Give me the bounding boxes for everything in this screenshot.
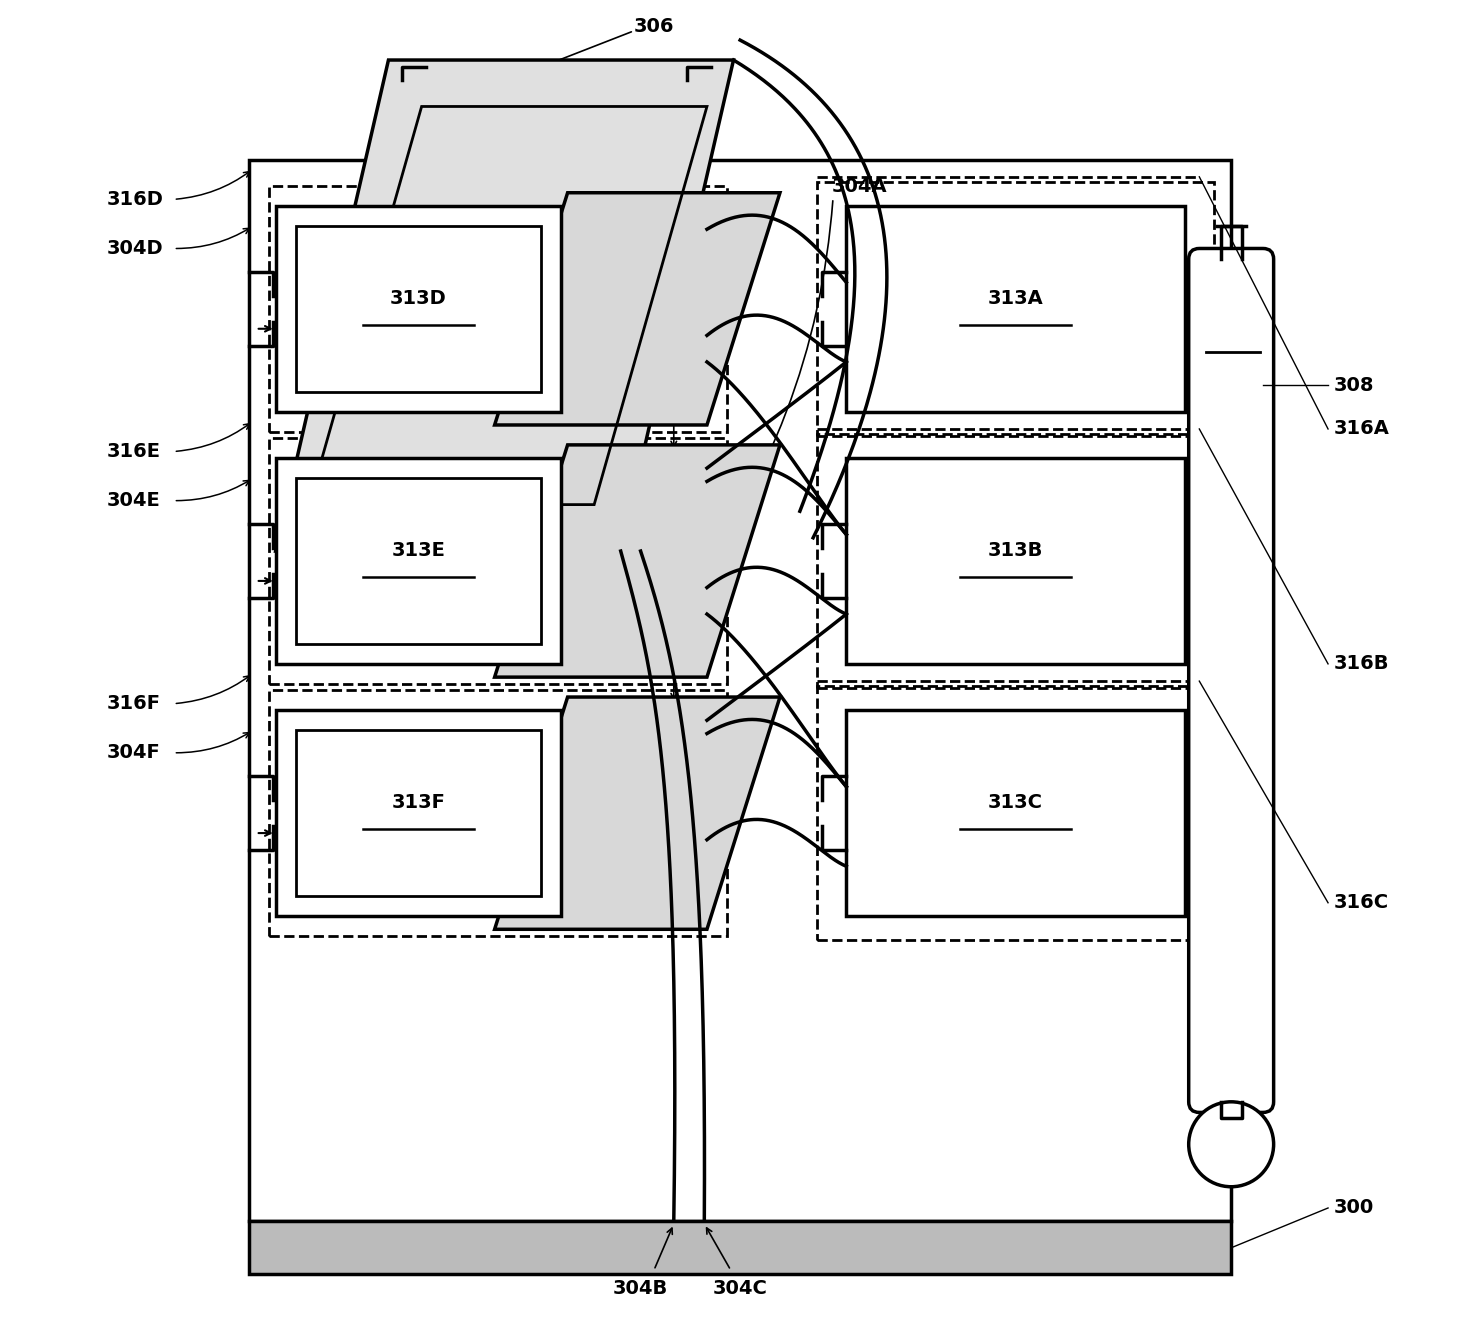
- Bar: [846, 711, 1185, 916]
- Bar: [817, 182, 1213, 436]
- Bar: [276, 711, 560, 916]
- Circle shape: [1188, 1102, 1273, 1187]
- Bar: [249, 1222, 1231, 1274]
- Text: 308: 308: [1334, 375, 1375, 394]
- Bar: [295, 225, 541, 392]
- Text: 304C: 304C: [713, 1279, 767, 1298]
- Bar: [268, 691, 726, 936]
- Text: 300: 300: [1334, 1199, 1373, 1218]
- Text: 313E: 313E: [392, 540, 446, 561]
- Polygon shape: [494, 445, 780, 677]
- Text: 313D: 313D: [390, 288, 446, 307]
- Bar: [268, 186, 726, 432]
- Text: 304D: 304D: [107, 239, 164, 257]
- Bar: [817, 687, 1213, 940]
- Text: 304E: 304E: [107, 491, 161, 510]
- Text: 313B: 313B: [987, 540, 1043, 561]
- Text: 304B: 304B: [613, 1279, 669, 1298]
- Bar: [276, 207, 560, 412]
- Text: 313C: 313C: [987, 793, 1043, 813]
- Text: 316B: 316B: [1334, 654, 1389, 673]
- Text: 304A: 304A: [832, 177, 888, 196]
- Polygon shape: [494, 193, 780, 425]
- Polygon shape: [276, 60, 734, 551]
- Text: 316A: 316A: [1334, 420, 1389, 439]
- Bar: [846, 459, 1185, 664]
- Polygon shape: [494, 697, 780, 929]
- Text: 316E: 316E: [107, 443, 161, 461]
- Bar: [276, 459, 560, 664]
- Text: 306: 306: [634, 17, 675, 36]
- Text: 313A: 313A: [987, 288, 1043, 307]
- Text: 313F: 313F: [392, 793, 446, 813]
- Bar: [817, 434, 1213, 688]
- Text: 316F: 316F: [107, 695, 161, 713]
- Bar: [295, 731, 541, 896]
- Bar: [295, 479, 541, 644]
- Bar: [846, 207, 1185, 412]
- Bar: [249, 160, 1231, 1222]
- FancyBboxPatch shape: [1188, 248, 1273, 1113]
- Text: 304F: 304F: [107, 743, 161, 762]
- Bar: [268, 439, 726, 684]
- Text: 316C: 316C: [1334, 893, 1388, 912]
- Text: 316D: 316D: [107, 190, 164, 209]
